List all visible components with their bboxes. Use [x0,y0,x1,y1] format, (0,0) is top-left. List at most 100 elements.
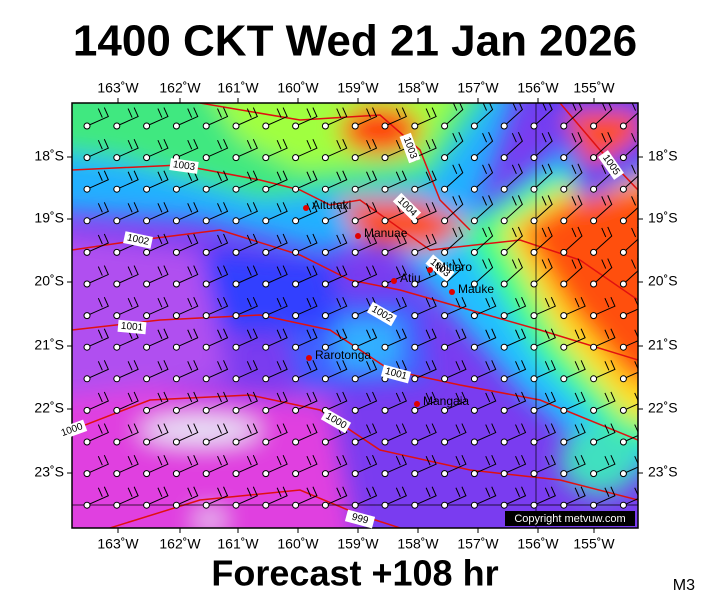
station-dot [262,154,270,162]
station-dot [172,217,180,225]
wind-barb [623,329,638,348]
wind-barb [414,391,437,411]
wind-barb [444,328,467,348]
station-dot [500,406,508,414]
wind-barb [146,233,169,253]
station-dot [172,406,180,414]
wind-barb [354,233,378,253]
wind-barb [176,486,199,506]
station-dot [321,312,329,320]
place-name: Mitiaro [436,260,472,274]
lon-label: 161˚W [217,536,259,552]
wind-barb [503,454,527,475]
wind-barb [116,138,139,159]
station-dot [590,438,598,446]
station-dot [83,375,91,383]
wind-barb [563,454,586,475]
station-dot [232,438,240,446]
station-dot [441,217,449,225]
station-dot [500,343,508,351]
wind-barb [146,265,169,285]
wind-barb [235,170,258,190]
wind-barb [533,360,556,380]
station-dot [262,501,270,509]
lat-label: 20˚S [34,273,64,289]
wind-barb [176,454,199,475]
wind-barb [176,360,199,380]
station-dot [470,438,478,446]
isobar-label-box [344,509,376,529]
station-dot [470,185,478,193]
wind-barb [503,391,527,411]
wind-barb [176,107,199,127]
lat-label: 19˚S [648,210,678,226]
station-dot [113,217,121,225]
station-dot [619,217,627,225]
station-dot [560,501,568,509]
station-dot [351,280,359,288]
station-dot [292,248,300,256]
place-name: Aitutaki [312,198,351,212]
station-dot [113,501,121,509]
wind-barb [325,170,348,190]
wind-barb [593,296,616,317]
wind-barb [235,107,258,127]
station-dot [172,375,180,383]
wind-barb [265,391,288,411]
wind-barb [86,170,109,190]
wind-barb [414,202,437,222]
wind-barb [593,131,613,158]
station-dot [262,280,270,288]
wind-barb [444,226,464,253]
wind-barb [295,233,318,253]
lon-label: 160˚W [277,536,319,552]
wind-barb [235,202,258,222]
wind-barb [146,423,169,443]
wind-barb [444,131,464,158]
station-dot [172,280,180,288]
station-dot [232,248,240,256]
station-dot [441,375,449,383]
wind-barb [176,265,199,285]
title: 1400 CKT Wed 21 Jan 2026 [73,17,637,66]
wind-barb [414,360,437,380]
station-dot [530,217,538,225]
wind-barb [503,486,527,506]
wind-barb [354,202,378,222]
lon-label: 162˚W [159,80,201,96]
place-marker [427,267,433,273]
station-dot [83,248,91,256]
place-marker [414,401,420,407]
station-dot [530,343,538,351]
station-dot [202,154,210,162]
station-dot [321,122,329,130]
station-dot [411,280,419,288]
station-dot [530,438,538,446]
wind-barb [414,138,437,159]
isobar-label-box [425,254,455,282]
lon-label: 163˚W [97,80,139,96]
wind-barb [503,296,527,317]
station-dot [470,470,478,478]
wind-barbs [83,103,638,509]
wind-barb [116,296,139,317]
wind-barb [354,170,378,190]
station-dot [619,185,627,193]
wind-barb [623,455,638,475]
isobar-label-box [320,408,352,434]
wind-barb [384,391,407,411]
station-dot [113,312,121,320]
lon-label: 156˚W [517,536,559,552]
station-dot [441,122,449,130]
lat-label: 21˚S [34,337,64,353]
isobar-label-box [123,231,153,249]
station-dot [83,470,91,478]
station-dot [113,122,121,130]
station-dot [321,375,329,383]
station-dot [351,248,359,256]
wind-barb [146,391,169,411]
station-dot [202,185,210,193]
station-dot [470,217,478,225]
wind-barb [86,360,109,380]
place-marker [355,233,361,239]
